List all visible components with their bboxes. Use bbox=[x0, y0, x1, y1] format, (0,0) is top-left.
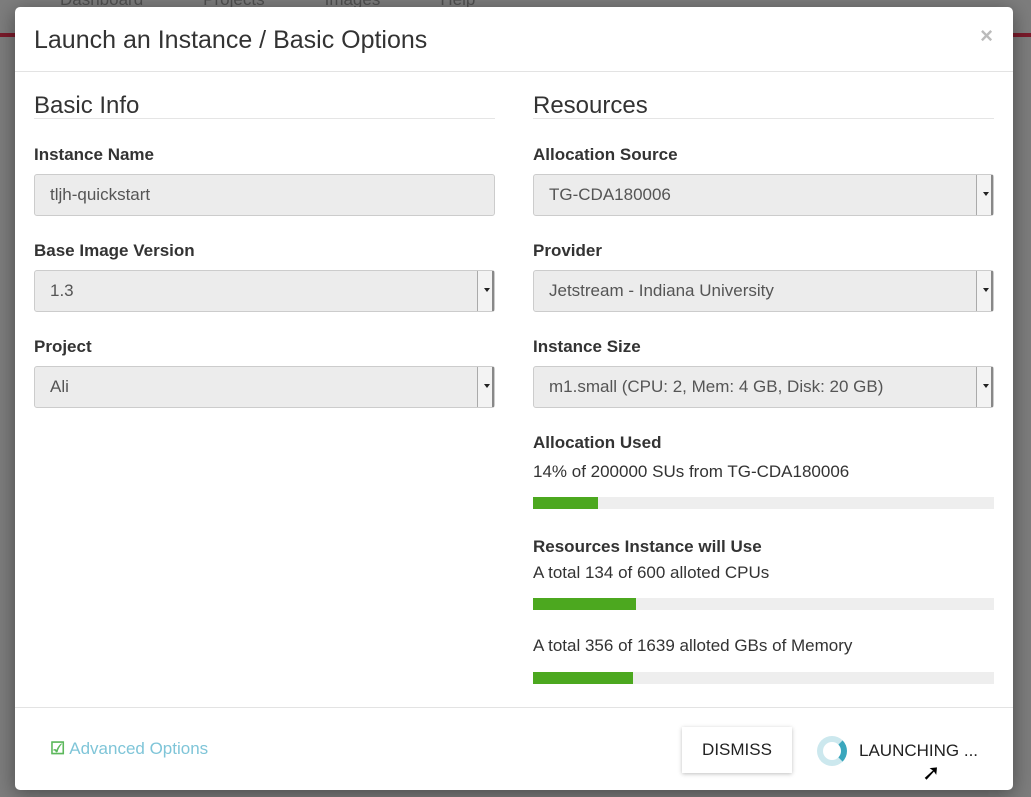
checkbox-checked-icon: ☑ bbox=[50, 739, 66, 758]
memory-usage-fill bbox=[533, 672, 634, 684]
resources-use-label: Resources Instance will Use bbox=[533, 537, 762, 556]
provider-select[interactable]: Jetstream - Indiana University bbox=[533, 270, 994, 312]
cpu-usage-bar bbox=[533, 598, 994, 610]
spinner-icon bbox=[817, 736, 847, 766]
allocation-source-select[interactable]: TG-CDA180006 bbox=[533, 174, 994, 216]
chevron-down-icon bbox=[484, 384, 490, 391]
allocation-used-fill bbox=[533, 497, 598, 509]
base-image-version-label: Base Image Version bbox=[34, 241, 195, 260]
instance-name-input[interactable]: tljh-quickstart bbox=[34, 174, 495, 216]
allocation-source-value: TG-CDA180006 bbox=[549, 185, 671, 204]
mouse-cursor-icon: ➚ bbox=[922, 760, 941, 785]
cpu-usage-text: A total 134 of 600 alloted CPUs bbox=[533, 563, 770, 582]
basic-info-section: Basic Info Instance Name tljh-quickstart… bbox=[34, 92, 495, 433]
project-label: Project bbox=[34, 337, 92, 356]
resources-section: Resources Allocation Source TG-CDA180006… bbox=[533, 92, 994, 712]
launching-button[interactable]: LAUNCHING ... bbox=[817, 736, 978, 766]
nav-projects: Projects bbox=[203, 0, 264, 10]
memory-usage-bar bbox=[533, 672, 994, 684]
launch-instance-modal: Launch an Instance / Basic Options × Bas… bbox=[15, 7, 1013, 790]
nav-images: Images bbox=[325, 0, 381, 10]
launching-label: LAUNCHING ... bbox=[859, 741, 979, 760]
provider-label: Provider bbox=[533, 241, 602, 260]
instance-name-label: Instance Name bbox=[34, 145, 154, 164]
modal-footer: ☑ Advanced Options DISMISS LAUNCHING ... bbox=[15, 707, 1013, 790]
chevron-down-icon bbox=[484, 288, 490, 295]
background-nav: Dashboard Projects Images Help bbox=[60, 0, 475, 10]
base-image-version-select[interactable]: 1.3 bbox=[34, 270, 495, 312]
memory-usage-text: A total 356 of 1639 alloted GBs of Memor… bbox=[533, 636, 853, 655]
provider-value: Jetstream - Indiana University bbox=[549, 281, 774, 300]
chevron-down-icon bbox=[983, 288, 989, 295]
instance-size-label: Instance Size bbox=[533, 337, 641, 356]
nav-help: Help bbox=[440, 0, 475, 10]
cpu-usage-fill bbox=[533, 598, 636, 610]
modal-title: Launch an Instance / Basic Options bbox=[34, 26, 428, 54]
close-icon[interactable]: × bbox=[980, 23, 993, 48]
project-value: Ali bbox=[50, 377, 69, 396]
allocation-used-bar bbox=[533, 497, 994, 509]
allocation-used-label: Allocation Used bbox=[533, 433, 662, 452]
instance-size-value: m1.small (CPU: 2, Mem: 4 GB, Disk: 20 GB… bbox=[549, 377, 884, 396]
dismiss-button[interactable]: DISMISS bbox=[682, 727, 792, 773]
allocation-used-text: 14% of 200000 SUs from TG-CDA180006 bbox=[533, 462, 850, 481]
allocation-source-label: Allocation Source bbox=[533, 145, 678, 164]
advanced-options-link[interactable]: ☑ Advanced Options bbox=[50, 739, 208, 759]
resources-heading: Resources bbox=[533, 92, 994, 119]
instance-size-select[interactable]: m1.small (CPU: 2, Mem: 4 GB, Disk: 20 GB… bbox=[533, 366, 994, 408]
advanced-options-label: Advanced Options bbox=[69, 739, 209, 758]
basic-info-heading: Basic Info bbox=[34, 92, 495, 119]
base-image-version-value: 1.3 bbox=[50, 281, 74, 300]
chevron-down-icon bbox=[983, 192, 989, 199]
chevron-down-icon bbox=[983, 384, 989, 391]
nav-dashboard: Dashboard bbox=[60, 0, 143, 10]
modal-header: Launch an Instance / Basic Options × bbox=[15, 7, 1013, 72]
project-select[interactable]: Ali bbox=[34, 366, 495, 408]
